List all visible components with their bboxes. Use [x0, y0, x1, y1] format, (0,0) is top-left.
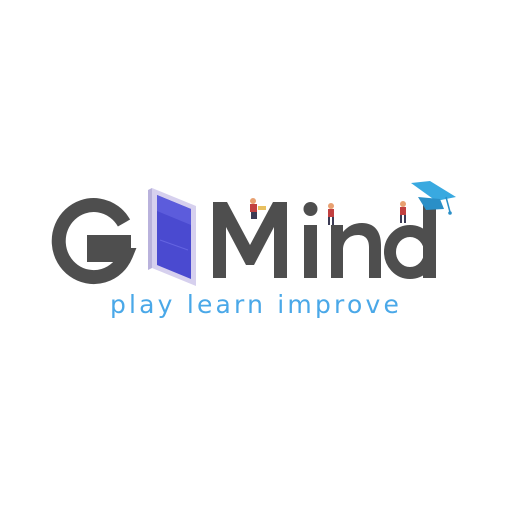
- letter-m: [213, 202, 287, 278]
- letter-g: [51, 198, 137, 284]
- phone-icon: [148, 188, 196, 286]
- letter-i: [303, 202, 318, 278]
- graduation-cap-icon: [411, 181, 456, 215]
- tagline: play learn improve: [109, 290, 403, 319]
- letter-n: [331, 223, 381, 278]
- person-figure-icon: [400, 201, 406, 223]
- person-figure-icon: [328, 203, 334, 225]
- person-figure-icon: [250, 198, 266, 219]
- letter-d: [384, 203, 436, 279]
